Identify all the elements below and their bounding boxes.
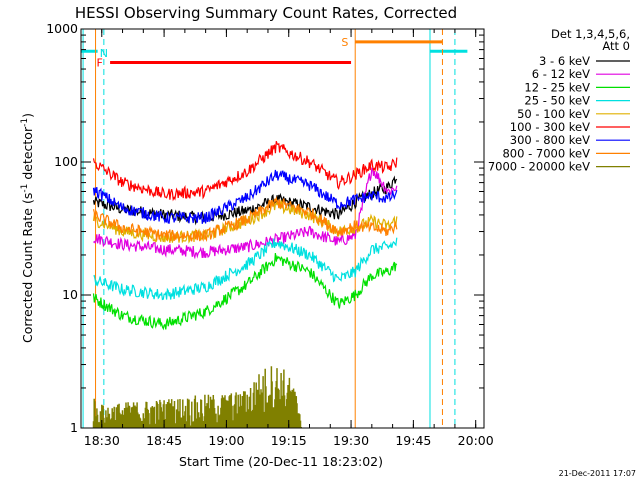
x-tick-label: 20:00 — [458, 433, 494, 448]
x-tick-label: 18:45 — [146, 433, 182, 448]
series-layer — [92, 141, 398, 428]
series-line-1 — [93, 167, 398, 260]
y-axis-label-sup2: -1 — [20, 118, 30, 127]
y-tick-label: 1000 — [46, 21, 78, 36]
y-axis-label: Corrected Count Rate (s-1 detector-1) — [20, 113, 35, 343]
y-axis-label-end: ) — [20, 113, 35, 118]
legend-label: 300 - 800 keV — [510, 133, 590, 147]
chart-title: HESSI Observing Summary Count Rates, Cor… — [75, 4, 457, 22]
series-line-3 — [93, 237, 398, 301]
series-line-8 — [92, 366, 302, 428]
legend-label: 50 - 100 keV — [517, 107, 590, 121]
x-axis: 18:30 18:45 19:00 19:15 19:30 19:45 20:00 — [80, 29, 494, 448]
series-line-2 — [92, 252, 398, 331]
y-axis-label-main: Corrected Count Rate (s — [20, 193, 35, 343]
y-axis: 1 10 100 1000 — [46, 21, 484, 435]
y-axis-label-sup1: -1 — [20, 184, 30, 193]
timestamp: 21-Dec-2011 17:07 — [559, 469, 636, 478]
series-line-7 — [92, 196, 398, 243]
x-axis-label: Start Time (20-Dec-11 18:23:02) — [179, 454, 383, 469]
legend-header-line2: Att 0 — [602, 39, 630, 53]
flag-layer: NF S — [81, 29, 468, 428]
flag-label-f: F — [97, 56, 103, 69]
series-line-6 — [92, 169, 398, 224]
y-axis-label-mid: detector — [20, 126, 35, 184]
legend-label: 25 - 50 keV — [524, 94, 590, 108]
x-tick-label: 19:15 — [271, 433, 307, 448]
x-tick-label: 19:45 — [395, 433, 431, 448]
plot-frame — [80, 28, 485, 429]
flag-label-n: N — [100, 47, 108, 60]
y-tick-label: 10 — [62, 287, 78, 302]
legend-label: 6 - 12 keV — [532, 67, 590, 81]
legend-label: 7000 - 20000 keV — [488, 160, 590, 174]
y-tick-label: 100 — [54, 154, 78, 169]
legend-label: 800 - 7000 keV — [502, 146, 590, 160]
x-tick-label: 18:30 — [84, 433, 120, 448]
legend-label: 12 - 25 keV — [524, 80, 590, 94]
x-tick-label: 19:00 — [208, 433, 244, 448]
legend-label: 100 - 300 keV — [510, 120, 590, 134]
legend-header-line1: Det 1,3,4,5,6, — [551, 27, 630, 41]
x-tick-label: 19:30 — [333, 433, 369, 448]
flag-label-s: S — [341, 36, 348, 49]
series-line-5 — [92, 141, 398, 202]
legend-label: 3 - 6 keV — [539, 54, 590, 68]
y-tick-label: 1 — [70, 420, 78, 435]
